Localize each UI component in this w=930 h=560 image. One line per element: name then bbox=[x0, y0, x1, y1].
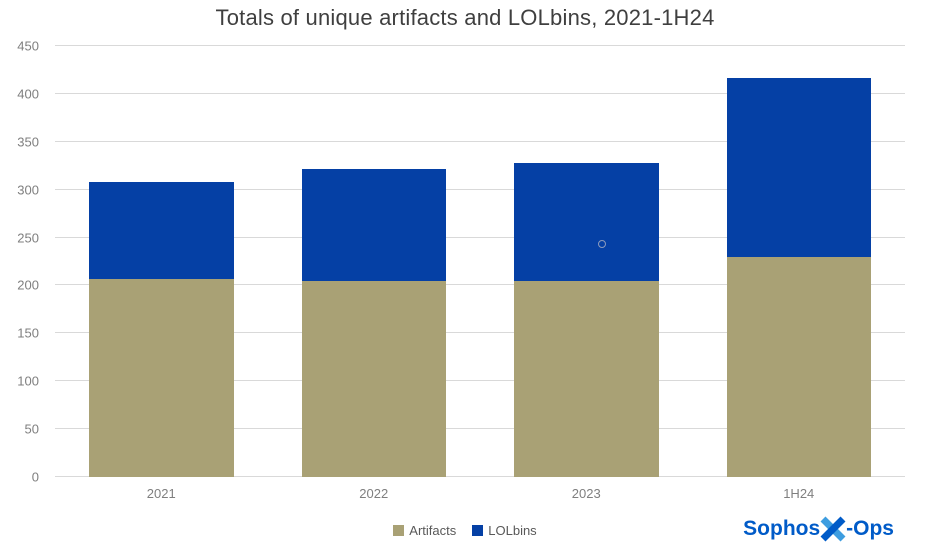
y-axis-tick-label: 200 bbox=[17, 277, 39, 293]
gridline bbox=[55, 380, 905, 382]
legend-swatch bbox=[472, 525, 484, 536]
bar-segment-artifacts-2021 bbox=[89, 278, 234, 477]
y-axis-tick-label: 150 bbox=[17, 325, 39, 341]
y-axis-tick-label: 50 bbox=[24, 421, 39, 437]
y-axis-tick-label: 350 bbox=[17, 134, 39, 150]
logo-text-ops: -Ops bbox=[846, 517, 894, 540]
gridline bbox=[55, 45, 905, 46]
bar-segment-lolbins-2022 bbox=[301, 168, 446, 281]
y-axis-tick-label: 400 bbox=[17, 86, 39, 102]
legend-label: LOLbins bbox=[488, 523, 537, 538]
plot-area bbox=[55, 45, 906, 477]
legend-label: Artifacts bbox=[409, 523, 457, 538]
gridline bbox=[55, 428, 905, 430]
y-axis: 0 50 100 150 200 250 300 350 400 450 bbox=[0, 39, 45, 485]
gridline bbox=[55, 284, 905, 286]
x-axis: 2021 2022 2023 1H24 bbox=[55, 486, 905, 501]
legend: Artifacts LOLbins bbox=[0, 523, 930, 538]
bar-segment-artifacts-2022 bbox=[301, 280, 446, 477]
y-axis-tick-label: 250 bbox=[17, 230, 39, 246]
x-axis-tick-label: 2022 bbox=[359, 486, 389, 501]
gridline bbox=[55, 236, 905, 238]
bar-group-2022 bbox=[268, 46, 481, 477]
bar-segment-artifacts-2023 bbox=[514, 280, 659, 477]
legend-item-artifacts: Artifacts bbox=[393, 523, 456, 538]
gridline bbox=[55, 188, 905, 190]
stray-marker-dot bbox=[598, 240, 606, 248]
bar-group-2021 bbox=[55, 46, 268, 477]
y-axis-tick-label: 0 bbox=[31, 469, 39, 485]
y-axis-tick-label: 100 bbox=[17, 373, 39, 389]
x-icon bbox=[820, 516, 846, 542]
logo-text-sophos: Sophos bbox=[743, 517, 821, 540]
gridline bbox=[55, 476, 905, 477]
bar-segment-lolbins-2021 bbox=[89, 182, 234, 279]
y-axis-tick-label: 300 bbox=[17, 182, 39, 198]
x-axis-tick-label: 2021 bbox=[146, 486, 176, 501]
legend-item-lolbins: LOLbins bbox=[472, 523, 537, 538]
bar-segment-lolbins-2023 bbox=[514, 162, 659, 281]
y-axis-tick-label: 450 bbox=[17, 38, 39, 54]
gridline bbox=[55, 140, 905, 142]
legend-swatch bbox=[393, 525, 405, 536]
bar-group-1H24 bbox=[693, 46, 906, 477]
bar-segment-artifacts-1H24 bbox=[726, 256, 871, 477]
gridline bbox=[55, 332, 905, 334]
gridline bbox=[55, 92, 905, 94]
bar-segment-lolbins-1H24 bbox=[726, 77, 871, 257]
sophos-xops-logo: Sophos -Ops bbox=[743, 516, 894, 542]
bar-group-2023 bbox=[480, 46, 693, 477]
x-axis-tick-label: 2023 bbox=[571, 486, 601, 501]
chart-title: Totals of unique artifacts and LOLbins, … bbox=[215, 5, 715, 30]
x-axis-tick-label: 1H24 bbox=[783, 486, 815, 501]
